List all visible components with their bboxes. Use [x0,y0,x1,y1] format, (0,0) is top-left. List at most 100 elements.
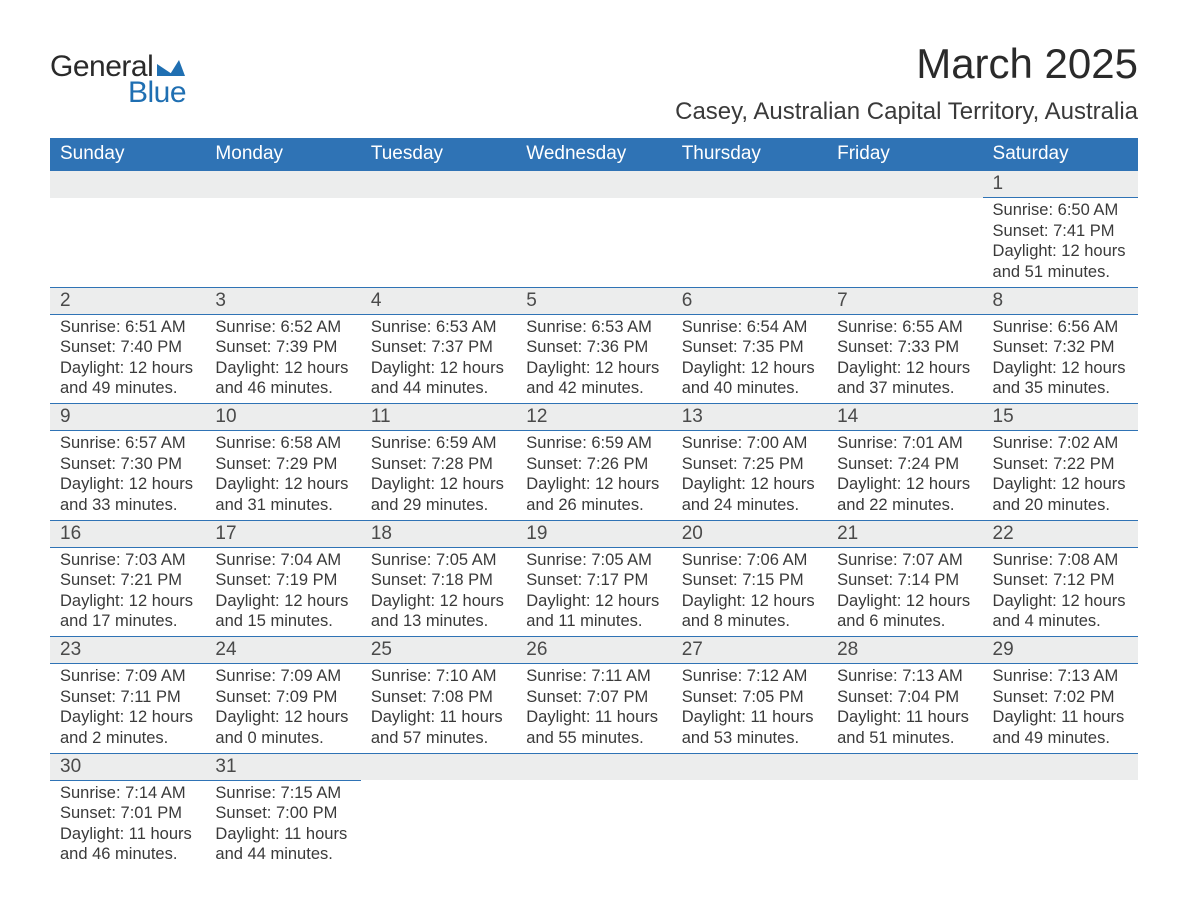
day-ss: Sunset: 7:18 PM [371,570,506,591]
day-detail-cell: Sunrise: 6:57 AMSunset: 7:30 PMDaylight:… [50,431,205,521]
day-dl: Daylight: 12 hours and 20 minutes. [993,474,1128,515]
day-number: 24 [205,637,360,663]
day-ss: Sunset: 7:37 PM [371,337,506,358]
day-number: 14 [827,404,982,430]
day-detail-cell [827,198,982,288]
day-ss: Sunset: 7:17 PM [526,570,661,591]
day-ss: Sunset: 7:29 PM [215,454,350,475]
day-detail: Sunrise: 7:10 AMSunset: 7:08 PMDaylight:… [361,664,516,753]
day-sr: Sunrise: 6:59 AM [371,433,506,454]
day-number-cell: 15 [983,404,1138,431]
day-ss: Sunset: 7:35 PM [682,337,817,358]
calendar-body: 1Sunrise: 6:50 AMSunset: 7:41 PMDaylight… [50,171,1138,870]
day-detail: Sunrise: 7:12 AMSunset: 7:05 PMDaylight:… [672,664,827,753]
day-detail-cell: Sunrise: 6:59 AMSunset: 7:28 PMDaylight:… [361,431,516,521]
day-detail-cell: Sunrise: 6:58 AMSunset: 7:29 PMDaylight:… [205,431,360,521]
day-detail: Sunrise: 7:08 AMSunset: 7:12 PMDaylight:… [983,548,1138,637]
day-detail: Sunrise: 7:02 AMSunset: 7:22 PMDaylight:… [983,431,1138,520]
day-sr: Sunrise: 6:57 AM [60,433,195,454]
calendar-table: SundayMondayTuesdayWednesdayThursdayFrid… [50,138,1138,869]
day-dl: Daylight: 12 hours and 51 minutes. [993,241,1128,282]
day-number-cell [50,171,205,198]
day-number-cell: 23 [50,637,205,664]
day-number-cell: 8 [983,287,1138,314]
day-detail-cell: Sunrise: 6:52 AMSunset: 7:39 PMDaylight:… [205,314,360,404]
day-detail: Sunrise: 6:55 AMSunset: 7:33 PMDaylight:… [827,315,982,404]
day-number: 30 [50,754,205,780]
day-dl: Daylight: 12 hours and 29 minutes. [371,474,506,515]
day-detail-cell: Sunrise: 6:50 AMSunset: 7:41 PMDaylight:… [983,198,1138,288]
day-number-cell: 14 [827,404,982,431]
day-detail-cell: Sunrise: 7:01 AMSunset: 7:24 PMDaylight:… [827,431,982,521]
day-ss: Sunset: 7:04 PM [837,687,972,708]
day-dl: Daylight: 12 hours and 35 minutes. [993,358,1128,399]
day-dl: Daylight: 12 hours and 44 minutes. [371,358,506,399]
day-sr: Sunrise: 7:00 AM [682,433,817,454]
day-sr: Sunrise: 7:12 AM [682,666,817,687]
day-dl: Daylight: 12 hours and 4 minutes. [993,591,1128,632]
day-detail-cell: Sunrise: 6:51 AMSunset: 7:40 PMDaylight:… [50,314,205,404]
day-detail: Sunrise: 7:07 AMSunset: 7:14 PMDaylight:… [827,548,982,637]
day-detail: Sunrise: 6:51 AMSunset: 7:40 PMDaylight:… [50,315,205,404]
day-sr: Sunrise: 6:50 AM [993,200,1128,221]
day-ss: Sunset: 7:33 PM [837,337,972,358]
day-detail-cell: Sunrise: 7:05 AMSunset: 7:18 PMDaylight:… [361,547,516,637]
week-daynum-row: 9101112131415 [50,404,1138,431]
day-number: 8 [983,288,1138,314]
day-detail: Sunrise: 7:01 AMSunset: 7:24 PMDaylight:… [827,431,982,520]
day-dl: Daylight: 11 hours and 51 minutes. [837,707,972,748]
day-detail-cell: Sunrise: 7:00 AMSunset: 7:25 PMDaylight:… [672,431,827,521]
day-sr: Sunrise: 7:06 AM [682,550,817,571]
day-ss: Sunset: 7:39 PM [215,337,350,358]
day-number: 31 [205,754,360,780]
week-detail-row: Sunrise: 7:09 AMSunset: 7:11 PMDaylight:… [50,664,1138,754]
day-number-cell [205,171,360,198]
day-detail: Sunrise: 6:59 AMSunset: 7:26 PMDaylight:… [516,431,671,520]
day-detail: Sunrise: 7:13 AMSunset: 7:02 PMDaylight:… [983,664,1138,753]
day-number-cell: 28 [827,637,982,664]
day-ss: Sunset: 7:11 PM [60,687,195,708]
day-number-cell: 25 [361,637,516,664]
day-number-cell: 30 [50,753,205,780]
day-number: 7 [827,288,982,314]
day-ss: Sunset: 7:25 PM [682,454,817,475]
day-number-cell: 27 [672,637,827,664]
day-detail-cell: Sunrise: 7:03 AMSunset: 7:21 PMDaylight:… [50,547,205,637]
day-number-cell: 16 [50,520,205,547]
header-row: General Blue March 2025 Casey, Australia… [50,40,1138,134]
day-detail: Sunrise: 6:54 AMSunset: 7:35 PMDaylight:… [672,315,827,404]
day-detail-cell: Sunrise: 7:06 AMSunset: 7:15 PMDaylight:… [672,547,827,637]
day-number: 25 [361,637,516,663]
day-dl: Daylight: 12 hours and 40 minutes. [682,358,817,399]
day-sr: Sunrise: 6:51 AM [60,317,195,338]
day-sr: Sunrise: 6:54 AM [682,317,817,338]
day-detail-cell: Sunrise: 7:02 AMSunset: 7:22 PMDaylight:… [983,431,1138,521]
day-ss: Sunset: 7:28 PM [371,454,506,475]
day-detail: Sunrise: 7:09 AMSunset: 7:11 PMDaylight:… [50,664,205,753]
day-ss: Sunset: 7:05 PM [682,687,817,708]
day-detail: Sunrise: 7:05 AMSunset: 7:17 PMDaylight:… [516,548,671,637]
day-number: 28 [827,637,982,663]
day-sr: Sunrise: 7:10 AM [371,666,506,687]
day-header: Monday [205,138,360,171]
day-number: 16 [50,521,205,547]
day-detail-cell: Sunrise: 7:07 AMSunset: 7:14 PMDaylight:… [827,547,982,637]
day-dl: Daylight: 12 hours and 2 minutes. [60,707,195,748]
day-sr: Sunrise: 6:52 AM [215,317,350,338]
day-number: 26 [516,637,671,663]
day-sr: Sunrise: 7:15 AM [215,783,350,804]
day-number: 21 [827,521,982,547]
day-header: Wednesday [516,138,671,171]
day-detail: Sunrise: 7:05 AMSunset: 7:18 PMDaylight:… [361,548,516,637]
day-number-cell: 22 [983,520,1138,547]
day-dl: Daylight: 12 hours and 42 minutes. [526,358,661,399]
day-number-cell: 1 [983,171,1138,198]
day-ss: Sunset: 7:09 PM [215,687,350,708]
day-dl: Daylight: 11 hours and 53 minutes. [682,707,817,748]
day-sr: Sunrise: 7:07 AM [837,550,972,571]
day-detail: Sunrise: 7:15 AMSunset: 7:00 PMDaylight:… [205,781,360,870]
day-sr: Sunrise: 6:53 AM [371,317,506,338]
day-detail-cell: Sunrise: 7:14 AMSunset: 7:01 PMDaylight:… [50,780,205,869]
day-ss: Sunset: 7:02 PM [993,687,1128,708]
day-number: 10 [205,404,360,430]
